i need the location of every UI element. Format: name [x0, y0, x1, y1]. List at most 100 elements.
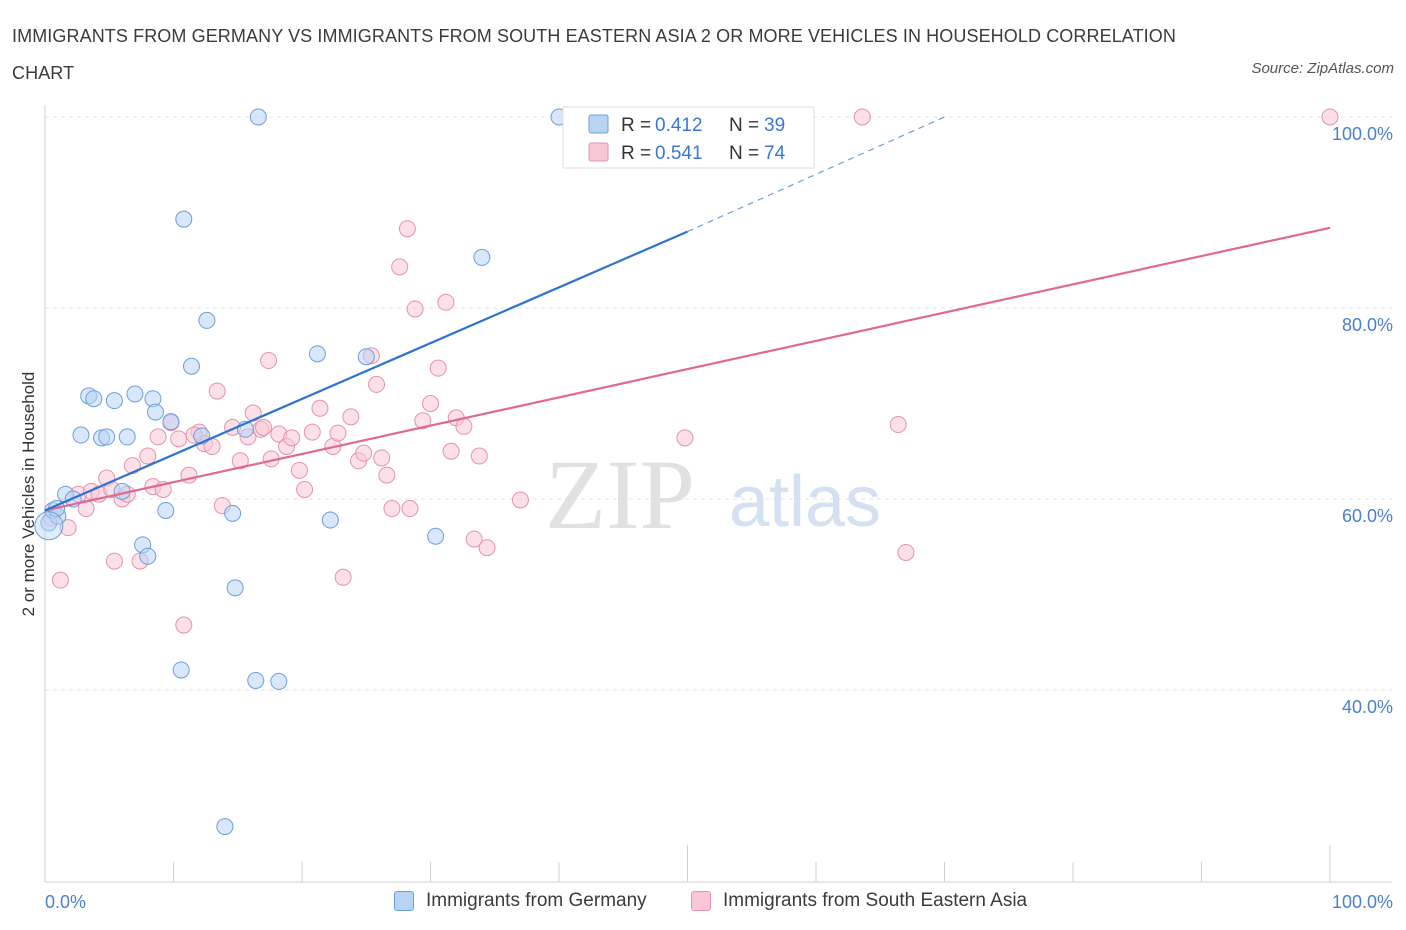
point-sea — [355, 444, 373, 462]
point-sea — [51, 571, 69, 589]
point-sea — [334, 568, 352, 586]
axes — [44, 105, 1392, 883]
point-germany — [157, 501, 175, 519]
point-sea — [59, 519, 77, 537]
point-sea — [422, 395, 439, 412]
series-germany-points — [34, 108, 568, 836]
point-germany — [105, 392, 123, 410]
point-sea — [398, 220, 416, 238]
point-sea — [311, 399, 329, 417]
point-germany — [147, 403, 165, 421]
y-axis-label: 2 or more Vehicles in Household — [19, 372, 38, 617]
point-sea — [442, 442, 460, 460]
point-germany-cluster — [34, 511, 64, 541]
stats-r-germany: 0.412 — [655, 115, 703, 136]
point-sea — [1321, 108, 1339, 126]
svg-text:N =: N = — [729, 143, 759, 164]
stats-n-germany: 39 — [764, 115, 785, 136]
point-germany — [126, 385, 144, 403]
point-germany — [270, 672, 288, 690]
point-sea — [342, 408, 360, 426]
point-sea — [254, 418, 272, 436]
point-germany — [172, 661, 190, 679]
point-sea — [455, 417, 473, 435]
trend-line-germany — [44, 230, 688, 512]
legend-swatch-sea — [691, 891, 711, 911]
trend-lines — [44, 116, 1331, 512]
stats-n-sea: 74 — [764, 143, 786, 164]
legend-item-germany[interactable]: Immigrants from Germany — [394, 890, 647, 912]
source-credit: Source: ZipAtlas.com — [1251, 60, 1394, 77]
point-sea — [149, 428, 167, 446]
legend-swatch-germany — [394, 891, 414, 911]
grid-lines — [45, 116, 1392, 691]
point-germany — [427, 527, 445, 545]
point-germany — [473, 248, 491, 266]
stats-r-sea: 0.541 — [655, 143, 703, 164]
point-germany — [224, 504, 242, 522]
x-tick-label-min: 0.0% — [45, 892, 86, 912]
point-sea — [429, 359, 447, 377]
point-sea — [329, 424, 347, 442]
point-germany — [308, 345, 326, 363]
point-sea — [105, 552, 123, 570]
point-germany — [198, 311, 216, 329]
point-sea — [391, 258, 409, 276]
point-germany — [357, 348, 375, 366]
point-germany — [175, 210, 193, 228]
point-germany — [85, 390, 103, 408]
x-tick-label-max: 100.0% — [1332, 892, 1393, 912]
point-sea — [406, 300, 424, 318]
svg-text:R =: R = — [621, 143, 651, 164]
legend-item-sea[interactable]: Immigrants from South Eastern Asia — [691, 890, 1027, 912]
watermark-zip: ZIP — [545, 439, 695, 550]
point-germany — [226, 579, 244, 597]
point-germany — [321, 511, 339, 529]
point-sea — [470, 447, 488, 465]
point-sea — [368, 375, 386, 393]
series-sea-points — [42, 108, 1339, 634]
x-tick-labels: 0.0% 100.0% — [45, 892, 1393, 912]
point-germany — [72, 426, 90, 444]
point-germany — [139, 547, 157, 565]
point-sea — [383, 500, 401, 518]
point-germany — [247, 671, 265, 689]
point-sea — [303, 423, 321, 441]
svg-text:R =: R = — [621, 115, 651, 136]
point-sea — [296, 480, 314, 498]
trend-line-sea — [44, 226, 1331, 512]
stats-legend: R = 0.412 N = 39 R = 0.541 N = 74 — [562, 106, 815, 169]
point-germany — [182, 357, 200, 375]
point-sea — [676, 429, 694, 447]
y-tick-labels: 100.0% 80.0% 60.0% 40.0% — [1332, 124, 1393, 717]
point-sea — [170, 430, 188, 448]
point-sea — [511, 491, 529, 509]
y-tick-label: 100.0% — [1332, 124, 1393, 144]
stats-legend-swatch-germany — [588, 114, 609, 134]
point-sea — [465, 530, 483, 548]
point-germany — [162, 413, 180, 431]
point-germany — [98, 428, 116, 446]
legend-label-sea: Immigrants from South Eastern Asia — [723, 890, 1028, 911]
point-sea — [175, 616, 193, 634]
point-sea — [897, 543, 915, 561]
watermark-atlas: atlas — [729, 462, 881, 542]
point-sea — [373, 449, 391, 467]
y-tick-label: 60.0% — [1342, 506, 1393, 526]
point-sea — [283, 429, 301, 447]
chart-title: IMMIGRANTS FROM GERMANY VS IMMIGRANTS FR… — [12, 26, 1176, 83]
point-germany — [249, 108, 267, 126]
trend-line-germany-extension — [687, 116, 945, 233]
point-sea — [260, 352, 278, 370]
point-sea — [401, 500, 419, 518]
svg-text:N =: N = — [729, 115, 759, 136]
legend-label-germany: Immigrants from Germany — [426, 890, 647, 911]
stats-legend-swatch-sea — [588, 142, 609, 162]
point-sea — [231, 452, 249, 470]
y-tick-label: 40.0% — [1342, 697, 1393, 717]
point-germany — [216, 818, 234, 836]
point-sea — [437, 293, 455, 311]
point-sea — [414, 412, 432, 430]
point-sea — [478, 539, 496, 557]
